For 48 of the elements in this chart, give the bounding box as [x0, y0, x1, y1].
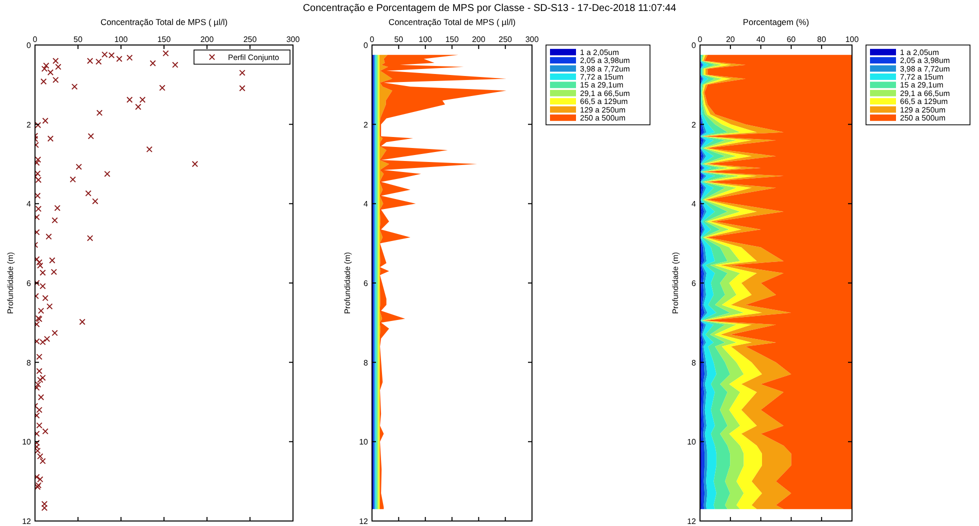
y-tick-label: 0: [364, 41, 369, 50]
x-tick-label: 200: [200, 35, 214, 44]
y-tick-label: 6: [26, 279, 32, 288]
y-tick-label: 2: [364, 120, 369, 130]
y-tick-label: 2: [26, 120, 32, 130]
x-tick-label: 150: [445, 35, 460, 44]
y-tick-label: 2: [692, 120, 697, 130]
y-tick-label: 0: [692, 41, 697, 50]
y-tick-label: 0: [26, 41, 32, 50]
y-tick-label: 8: [692, 358, 697, 368]
y-tick-label: 12: [359, 517, 369, 526]
y-axis-title: Profundidade (m): [343, 252, 352, 314]
y-tick-label: 6: [364, 279, 369, 288]
y-tick-label: 12: [22, 517, 32, 526]
y-tick-label: 10: [359, 438, 369, 447]
y-tick-label: 4: [692, 200, 697, 209]
chart-title: Concentração Total de MPS ( µl/l): [100, 17, 228, 27]
y-tick-label: 4: [26, 200, 32, 209]
x-tick-label: 50: [74, 35, 83, 44]
x-tick-label: 40: [756, 35, 766, 44]
y-axis-title: Profundidade (m): [6, 252, 15, 314]
x-tick-label: 250: [498, 35, 513, 44]
y-tick-label: 12: [687, 517, 697, 526]
text: Concentração e Porcentagem de MPS por Classe - SD-S13 - 17-Dec-2018 11:07:44: [302, 3, 677, 14]
x-tick-label: 250: [243, 35, 258, 44]
x-tick-label: 60: [786, 35, 796, 44]
chart-title: Concentração Total de MPS ( µl/l): [388, 17, 516, 27]
x-tick-label: 300: [286, 35, 300, 44]
x-tick-label: 0: [698, 35, 703, 44]
x-tick-label: 80: [817, 35, 827, 44]
x-tick-label: 200: [472, 35, 486, 44]
x-tick-label: 0: [32, 35, 38, 44]
y-tick-label: 10: [22, 438, 32, 447]
y-axis-title: Profundidade (m): [671, 252, 680, 314]
y-tick-label: 8: [26, 358, 32, 368]
y-tick-label: 6: [692, 279, 697, 288]
y-tick-label: 8: [364, 358, 369, 368]
x-tick-label: 300: [525, 35, 540, 44]
x-tick-label: 0: [370, 35, 375, 44]
x-tick-label: 100: [114, 35, 128, 44]
x-tick-label: 50: [394, 35, 404, 44]
chart-title: Porcentagem (%): [742, 17, 810, 27]
y-tick-label: 4: [364, 200, 369, 209]
y-tick-label: 10: [687, 438, 697, 447]
x-tick-label: 100: [845, 35, 860, 44]
x-tick-label: 20: [726, 35, 736, 44]
x-tick-label: 100: [418, 35, 433, 44]
x-tick-label: 150: [157, 35, 172, 44]
